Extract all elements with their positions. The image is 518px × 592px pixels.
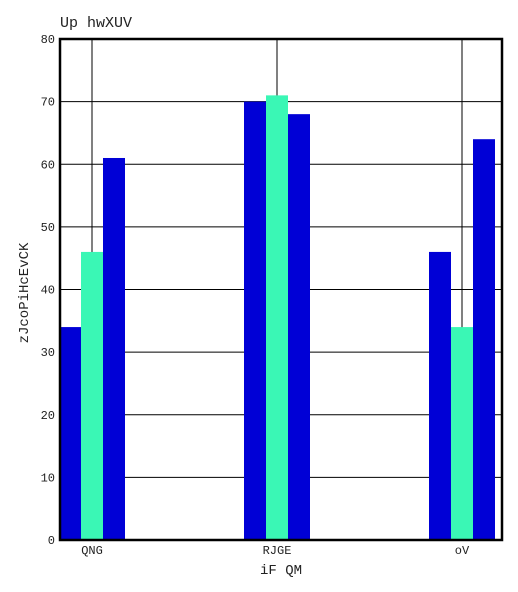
plot-frame <box>58 37 504 542</box>
bar-RJGE-series-1 <box>244 101 266 540</box>
bar-RJGE-series-2 <box>266 95 288 541</box>
x-tick-labels: QNG RJGE oV <box>81 544 470 558</box>
x-tick-label: oV <box>455 544 470 558</box>
x-axis-label: iF QM <box>260 563 302 579</box>
y-tick-label: 40 <box>41 284 55 298</box>
bar-QNG-series-1 <box>59 327 81 540</box>
y-tick-label: 50 <box>41 221 55 235</box>
bar-QNG-series-3 <box>103 157 125 541</box>
bar-oV-series-3 <box>473 139 495 540</box>
bar-oV-series-2 <box>451 327 473 540</box>
y-tick-label: 60 <box>41 158 55 172</box>
bar-RJGE-series-3 <box>288 114 310 541</box>
y-tick-labels: 0 10 20 30 40 50 60 70 80 <box>41 33 55 548</box>
y-tick-label: 0 <box>48 534 55 548</box>
y-tick-label: 20 <box>41 409 55 423</box>
y-tick-label: 80 <box>41 33 55 47</box>
y-tick-label: 10 <box>41 471 55 485</box>
x-tick-label: RJGE <box>263 544 292 558</box>
bar-QNG-series-2 <box>81 251 103 541</box>
bars-layer <box>59 95 495 541</box>
bar-oV-series-1 <box>429 251 451 541</box>
y-tick-label: 30 <box>41 346 55 360</box>
x-tick-label: QNG <box>81 544 103 558</box>
y-axis-label: zJcoPiHcEvCK <box>17 242 33 343</box>
y-tick-label: 70 <box>41 96 55 110</box>
chart-title: Up hwXUV <box>60 15 132 32</box>
